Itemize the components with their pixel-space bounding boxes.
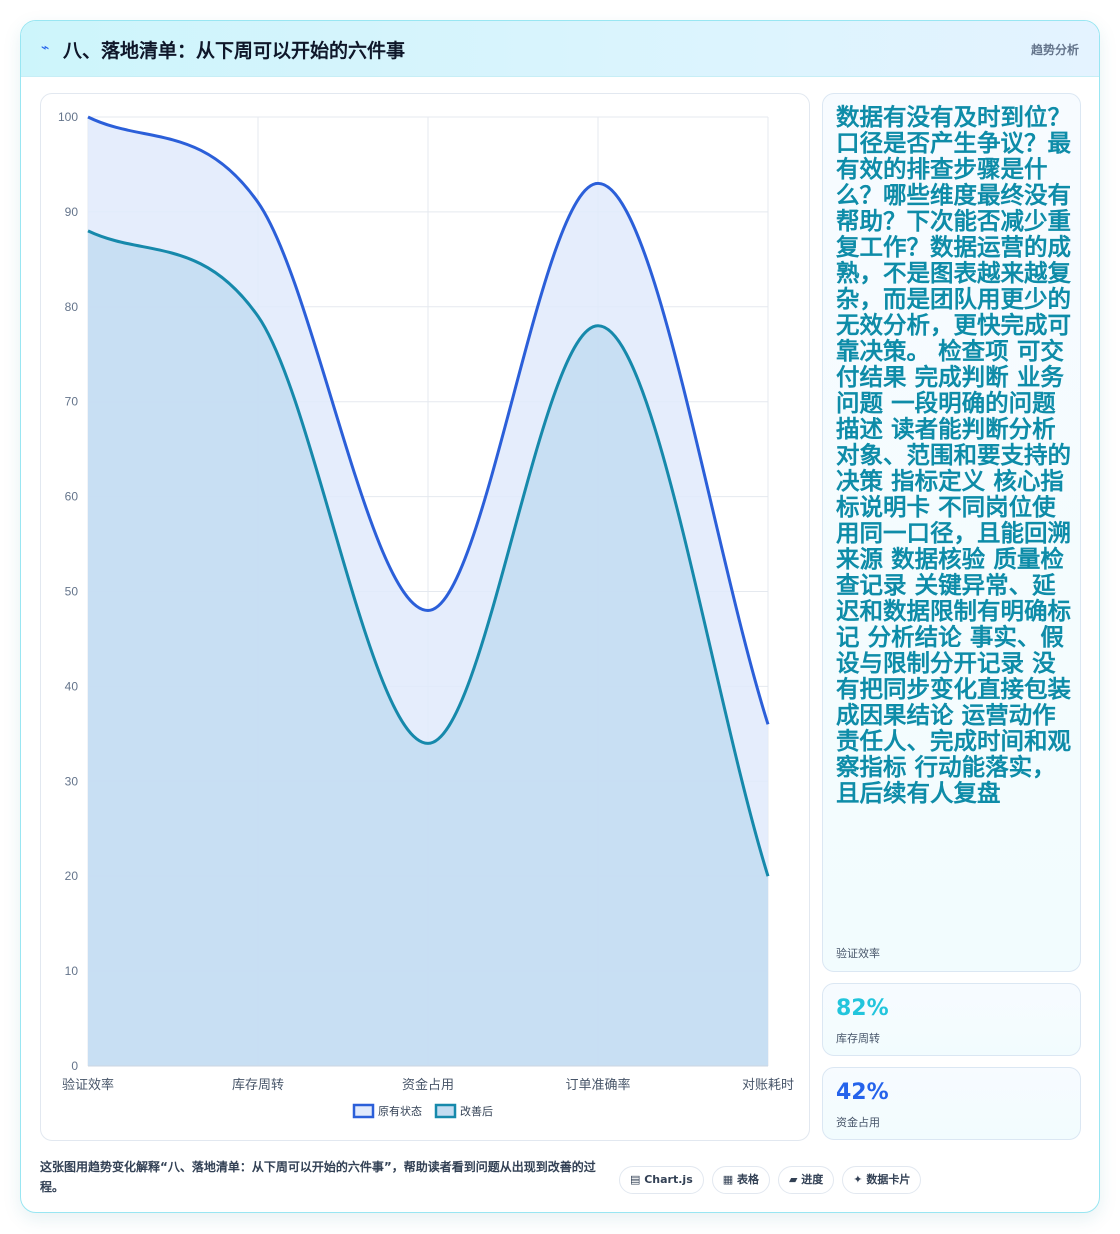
metric-value: 42% [836, 1080, 889, 1105]
metric-value: 数据有没有及时到位？口径是否产生争议？最有效的排查步骤是什么？哪些维度最终没有帮… [836, 103, 1071, 807]
legend-label: 原有状态 [378, 1104, 422, 1118]
table-icon: ▦ [722, 1173, 737, 1186]
chip-progress[interactable]: ▰ 进度 [777, 1166, 835, 1194]
y-tick-label: 100 [58, 110, 78, 124]
sparkle-icon: ✦ [853, 1173, 867, 1186]
progress-icon: ▰ [788, 1173, 802, 1186]
metric-label: 验证效率 [836, 947, 880, 960]
y-tick-label: 70 [65, 395, 79, 409]
y-tick-label: 0 [71, 1059, 78, 1073]
x-tick-label: 对账耗时 [742, 1078, 794, 1093]
metric-label: 资金占用 [836, 1116, 880, 1129]
metric-card: 42% 资金占用 [822, 1067, 1081, 1140]
metric-card: 82% 库存周转 [822, 983, 1081, 1056]
x-tick-label: 验证效率 [62, 1077, 114, 1093]
feature-chips: ▤ Chart.js ▦ 表格 ▰ 进度 ✦ 数据卡片 [619, 1166, 922, 1194]
legend-swatch [434, 1103, 457, 1119]
series-line [87, 229, 770, 877]
page-title: 八、落地清单：从下周可以开始的六件事 [63, 40, 406, 62]
lightning-icon: ⌁ [41, 40, 50, 56]
metric-card: 数据有没有及时到位？口径是否产生争议？最有效的排查步骤是什么？哪些维度最终没有帮… [822, 93, 1081, 972]
y-tick-label: 10 [65, 964, 79, 978]
header-tag: 趋势分析 [1030, 43, 1079, 57]
chart-panel: 0 10 20 30 40 50 60 70 80 90 100 验证效率 库存周转 资金占用 订单准确率 对… [40, 93, 810, 1141]
chip-label: 进度 [801, 1173, 824, 1186]
chip-label: 表格 [736, 1173, 759, 1186]
chart-caption: 这张图用趋势变化解释“八、落地清单：从下周可以开始的六件事”，帮助读者看到问题从… [40, 1160, 596, 1194]
x-tick-label: 库存周转 [232, 1077, 284, 1093]
metric-label: 库存周转 [836, 1032, 880, 1045]
x-tick-label: 订单准确率 [565, 1077, 630, 1093]
chip-table[interactable]: ▦ 表格 [711, 1166, 770, 1194]
chart-icon: ▤ [630, 1173, 645, 1186]
y-tick-label: 30 [65, 774, 79, 788]
y-tick-label: 60 [65, 490, 79, 504]
y-tick-label: 90 [65, 205, 79, 219]
y-tick-label: 80 [65, 300, 79, 314]
series-area [88, 230, 768, 1066]
legend-label: 改善后 [460, 1104, 493, 1118]
report-card: ⌁ 八、落地清单：从下周可以开始的六件事 趋势分析 0 10 20 30 40 50 60 7… [20, 20, 1100, 1213]
chip-data-card[interactable]: ✦ 数据卡片 [842, 1166, 922, 1194]
y-tick-label: 40 [65, 679, 79, 693]
y-tick-label: 20 [65, 869, 79, 883]
chip-label: Chart.js [644, 1173, 693, 1186]
legend-swatch [352, 1103, 375, 1119]
card-header: ⌁ 八、落地清单：从下周可以开始的六件事 趋势分析 [21, 21, 1099, 77]
metric-value: 82% [836, 996, 889, 1021]
x-tick-label: 资金占用 [402, 1077, 454, 1093]
series-line [87, 115, 770, 725]
chip-label: 数据卡片 [866, 1173, 911, 1186]
area-chart: 0 10 20 30 40 50 60 70 80 90 100 验证效率 库存周转 资金占用 订单准确率 对… [58, 110, 794, 1119]
chip-chartjs[interactable]: ▤ Chart.js [619, 1166, 704, 1194]
y-tick-label: 50 [65, 585, 79, 599]
